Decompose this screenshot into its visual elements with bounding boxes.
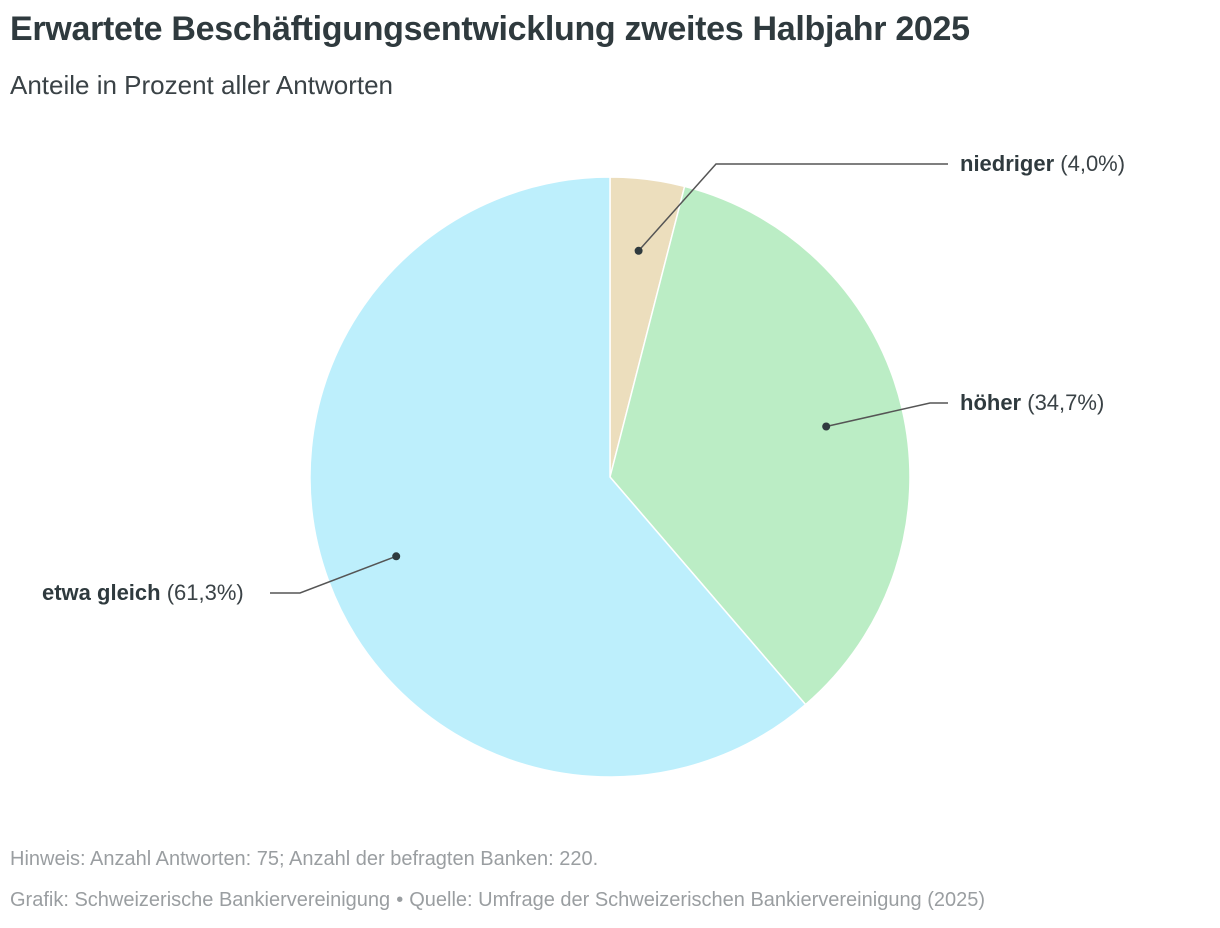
slice-label-niedriger: niedriger (4,0%)	[960, 151, 1125, 176]
slice-label-name: höher	[960, 390, 1022, 415]
chart-subtitle: Anteile in Prozent aller Antworten	[10, 70, 393, 100]
pie-slices	[309, 176, 911, 778]
footer-credit-line: Grafik: Schweizerische Bankiervereinigun…	[10, 889, 985, 912]
footer-separator: •	[396, 889, 404, 911]
leader-lines	[270, 163, 948, 594]
footer-credit: Grafik: Schweizerische Bankiervereinigun…	[10, 889, 391, 911]
slice-label-percent: (34,7%)	[1027, 390, 1104, 415]
footer-source: Quelle: Umfrage der Schweizerischen Bank…	[409, 889, 986, 911]
slice-label-percent: (61,3%)	[167, 580, 244, 605]
slice-label-etwa-gleich: etwa gleich (61,3%)	[42, 580, 244, 605]
leader-dot-etwa-gleich	[392, 552, 401, 561]
slice-label-hoeher: höher (34,7%)	[960, 390, 1104, 415]
footer-note: Hinweis: Anzahl Antworten: 75; Anzahl de…	[10, 848, 599, 870]
leader-line-etwa-gleich	[270, 555, 397, 594]
leader-dot-niedriger	[634, 246, 643, 255]
slice-label-percent: (4,0%)	[1060, 151, 1125, 176]
chart-title: Erwartete Beschäftigungsentwicklung zwei…	[10, 10, 970, 48]
leader-line-niedriger	[638, 163, 948, 252]
slice-label-name: niedriger	[960, 151, 1055, 176]
slice-label-name: etwa gleich	[42, 580, 161, 605]
leader-line-höher	[826, 402, 948, 428]
leader-dot-höher	[822, 422, 831, 431]
